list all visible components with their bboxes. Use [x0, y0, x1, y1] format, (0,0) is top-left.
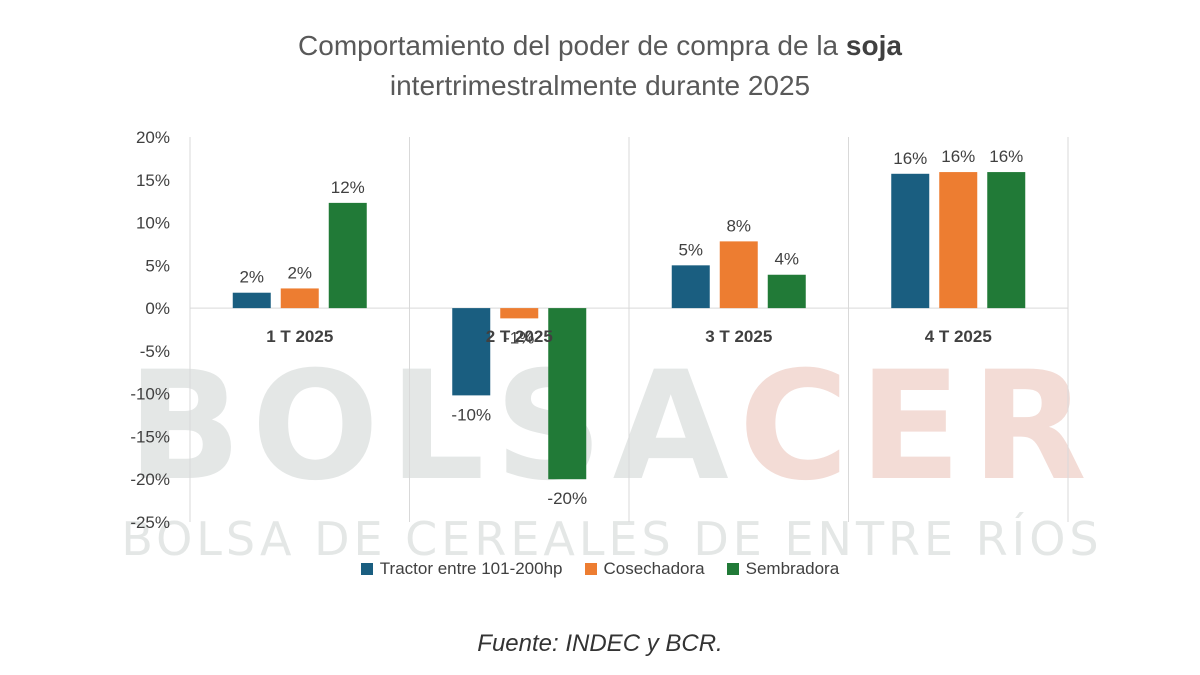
source-note: Fuente: INDEC y BCR. [477, 630, 723, 657]
category-label: 1 T 2025 [266, 327, 333, 346]
watermark: BOLSACER BOLSA DE CEREALES DE ENTRE RÍOS [121, 340, 1102, 566]
y-tick-label: -15% [130, 427, 170, 446]
y-tick-label: 0% [145, 299, 170, 318]
chart-title-line2: intertrimestralmente durante 2025 [389, 70, 811, 101]
data-label: 5% [678, 240, 703, 259]
bar-cosechadora [500, 308, 539, 319]
bar-tractor [891, 173, 930, 309]
chart-title-line1: Comportamiento del poder de compra de la… [0, 26, 1200, 66]
bar-sembradora [767, 274, 806, 309]
bar-sembradora [328, 202, 367, 309]
watermark-logo-part1: BOLSA [127, 340, 739, 514]
category-label: 4 T 2025 [925, 327, 992, 346]
data-label: 8% [726, 216, 751, 235]
bar-tractor [452, 308, 491, 396]
legend-label: Cosechadora [603, 559, 705, 578]
y-tick-label: 20% [136, 128, 170, 147]
bar-cosechadora [719, 241, 758, 309]
legend-swatch [726, 563, 739, 575]
chart-title-bold: soja [845, 30, 902, 61]
data-label: 16% [989, 147, 1023, 166]
data-label: 16% [893, 149, 927, 168]
y-tick-label: -25% [130, 513, 170, 532]
data-label: 2% [287, 263, 312, 282]
bar-tractor [671, 265, 710, 309]
legend: Tractor entre 101-200hp Cosechadora Sembra… [0, 559, 1200, 579]
watermark-logo-part2: CER [739, 340, 1097, 514]
data-label: -10% [451, 405, 491, 424]
category-label: 3 T 2025 [705, 327, 772, 346]
y-tick-label: 5% [145, 256, 170, 275]
chart-title-prefix: Comportamiento del poder de compra de la [298, 30, 846, 61]
bar-sembradora [987, 172, 1026, 309]
data-label: -20% [547, 489, 587, 508]
y-tick-label: 10% [136, 214, 170, 233]
bar-sembradora [548, 308, 587, 480]
category-label: 2 T 2025 [486, 327, 553, 346]
data-label: 2% [239, 268, 264, 287]
bars [232, 172, 1026, 480]
legend-item-tractor: Tractor entre 101-200hp [360, 559, 563, 579]
legend-label: Sembradora [745, 559, 840, 578]
chart-title: Comportamiento del poder de compra de la… [0, 26, 1200, 106]
legend-label: Tractor entre 101-200hp [379, 559, 563, 578]
y-tick-label: -20% [130, 470, 170, 489]
y-tick-label: -10% [130, 385, 170, 404]
watermark-logo: BOLSACER [127, 340, 1097, 514]
y-axis: 20% 15% 10% 5% 0% -5% -10% -15% -20% -25% [130, 128, 170, 532]
data-label: 4% [774, 250, 799, 269]
legend-swatch [584, 563, 597, 575]
y-tick-label: 15% [136, 171, 170, 190]
watermark-subtitle: BOLSA DE CEREALES DE ENTRE RÍOS [121, 512, 1102, 566]
legend-swatch [360, 563, 373, 575]
data-label: 16% [941, 147, 975, 166]
legend-item-sembradora: Sembradora [726, 559, 840, 579]
legend-item-cosechadora: Cosechadora [584, 559, 705, 579]
data-labels: 2% 2% 12% -10% -1% -20% 5% 8% 4% 16% 16% 16% [239, 147, 1023, 508]
bar-tractor [232, 292, 271, 309]
bar-cosechadora [939, 172, 978, 309]
data-label: 12% [331, 178, 365, 197]
y-tick-label: -5% [140, 342, 170, 361]
bar-cosechadora [280, 288, 319, 309]
data-label: -1% [504, 328, 534, 347]
category-labels: 1 T 2025 2 T 2025 3 T 2025 4 T 2025 [266, 327, 992, 346]
